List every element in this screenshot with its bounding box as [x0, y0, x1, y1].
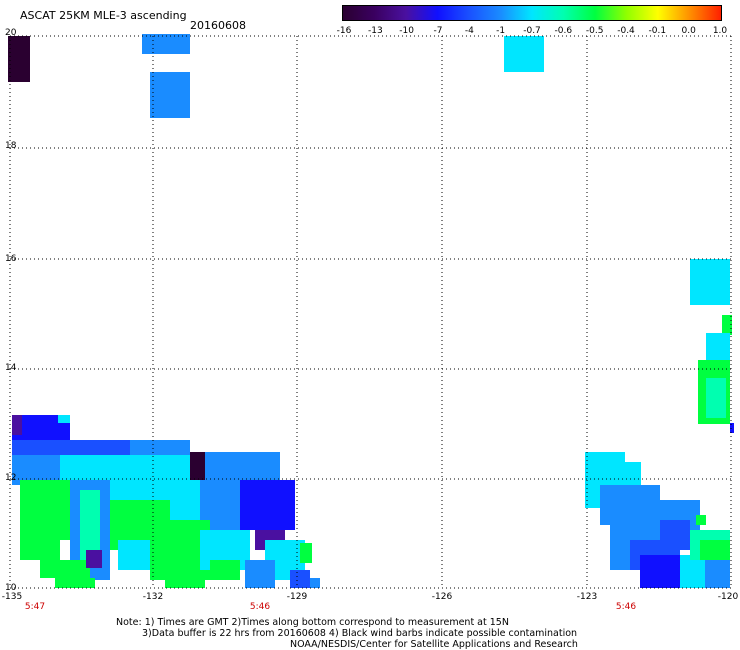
color-scale-label: -13: [367, 26, 383, 36]
color-scale-label: -10: [399, 26, 415, 36]
y-tick-label: 20: [5, 28, 17, 38]
x-tick-label: -120: [717, 592, 739, 602]
data-cell: [86, 550, 102, 568]
map-title: ASCAT 25KM MLE-3 ascending: [20, 9, 187, 22]
data-cell: [290, 570, 310, 588]
color-scale-label: -1: [496, 26, 506, 36]
y-tick-label: 12: [5, 473, 17, 483]
color-scale-label: 0.0: [681, 26, 696, 36]
data-cell: [165, 560, 205, 588]
color-scale-label: -16: [336, 26, 352, 36]
color-scale-label: -7: [433, 26, 443, 36]
color-scale-label: -0.6: [554, 26, 573, 36]
y-tick-label: 16: [5, 254, 17, 264]
data-cell: [210, 560, 240, 580]
data-cell: [640, 555, 680, 588]
grid-lines: [9, 35, 732, 589]
data-cell: [118, 540, 154, 570]
data-cell: [80, 490, 100, 560]
x-tick-label: -135: [1, 592, 23, 602]
footnote-line-2: 3)Data buffer is 22 hrs from 20160608 4)…: [142, 628, 578, 639]
data-cell: [722, 315, 732, 335]
data-cell: [205, 452, 280, 482]
color-scale-label: -4: [464, 26, 474, 36]
color-scale-label: -0.7: [523, 26, 541, 36]
data-cell: [55, 578, 95, 588]
pass-time-label: 5:46: [249, 602, 271, 612]
data-cell: [20, 540, 60, 560]
data-cell: [130, 440, 190, 458]
data-cell: [310, 578, 320, 588]
data-cell: [705, 560, 730, 588]
data-cell: [300, 543, 312, 563]
data-cell: [696, 515, 706, 525]
footnote-line-3: NOAA/NESDIS/Center for Satellite Applica…: [290, 639, 578, 650]
pass-time-label: 5:47: [24, 602, 46, 612]
data-cell: [730, 423, 734, 433]
data-cell: [142, 34, 190, 54]
data-cell: [58, 415, 70, 423]
data-cell: [12, 415, 22, 435]
color-scale-label: -0.1: [648, 26, 667, 36]
data-cell: [8, 36, 30, 82]
data-cell: [706, 378, 726, 418]
data-cell: [700, 540, 730, 560]
color-scale-label: -0.5: [585, 26, 604, 36]
y-tick-label: 18: [5, 141, 17, 151]
pass-time-label: 5:46: [615, 602, 637, 612]
color-scale-bar: [342, 5, 722, 21]
data-cell: [150, 72, 190, 118]
color-scale-label: 1.0: [712, 26, 728, 36]
data-cell: [504, 36, 544, 72]
map-date: 20160608: [190, 19, 246, 32]
data-cell: [690, 259, 730, 305]
data-cell: [660, 520, 690, 550]
x-tick-label: -132: [142, 592, 164, 602]
x-tick-label: -123: [576, 592, 598, 602]
data-cell: [245, 560, 275, 588]
x-tick-label: -129: [286, 592, 308, 602]
x-tick-label: -126: [431, 592, 453, 602]
color-scale-label: -0.4: [617, 26, 635, 36]
data-cells: [8, 34, 734, 588]
y-tick-label: 10: [5, 583, 17, 593]
y-tick-label: 14: [5, 363, 17, 373]
data-cell: [240, 480, 295, 530]
data-cell: [706, 333, 730, 361]
data-cell: [40, 560, 90, 578]
footnote-line-1: Note: 1) Times are GMT 2)Times along bot…: [116, 617, 509, 628]
